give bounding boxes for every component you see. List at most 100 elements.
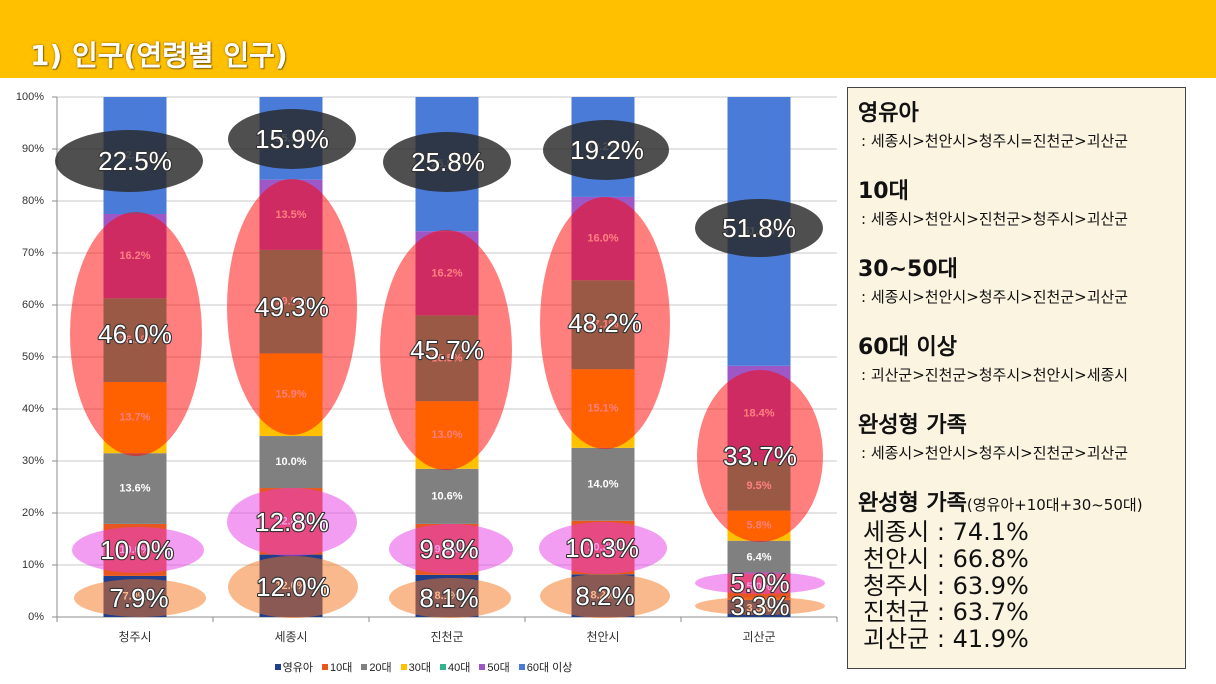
highlight-label: 9.8% bbox=[419, 534, 478, 564]
highlight-ellipse bbox=[540, 574, 670, 618]
highlight-ellipse bbox=[540, 197, 670, 449]
highlight-ellipse bbox=[380, 230, 512, 470]
legend-swatch bbox=[479, 664, 486, 670]
row-value: 66.8% bbox=[952, 544, 1029, 573]
highlight-label: 8.2% bbox=[575, 581, 634, 611]
highlight-ellipse bbox=[227, 179, 357, 435]
ranking-order: : 괴산군>진천군>청주시>천안시>세종시 bbox=[861, 366, 1129, 384]
legend-label: 10대 bbox=[329, 662, 353, 674]
ranking-heading: 완성형 가족 bbox=[858, 413, 967, 438]
highlight-ellipse bbox=[695, 597, 825, 615]
legend-label: 50대 bbox=[487, 662, 510, 674]
ranking-order: : 세종시>천안시>청주시=진천군>괴산군 bbox=[861, 132, 1129, 150]
row-separator: : bbox=[929, 518, 953, 546]
row-separator: : bbox=[929, 544, 953, 573]
highlight-label: 25.8% bbox=[411, 147, 485, 177]
legend-item: 20대 bbox=[361, 659, 392, 675]
ranking-order: : 세종시>천안시>청주시>진천군>괴산군 bbox=[861, 444, 1129, 462]
legend-item: 40대 bbox=[440, 659, 470, 675]
highlight-ellipse bbox=[383, 132, 511, 192]
highlight-label: 12.8% bbox=[255, 507, 329, 537]
highlight-label: 3.3% bbox=[730, 591, 789, 621]
highlight-label: 48.2% bbox=[568, 308, 642, 338]
highlight-label: 33.7% bbox=[723, 441, 797, 471]
y-tick-label: 40% bbox=[22, 403, 44, 415]
legend-swatch bbox=[440, 664, 447, 670]
summary-row: 청주시 : 63.9% bbox=[848, 571, 1185, 600]
slide-title: 1) 인구(연령별 인구) bbox=[30, 39, 288, 72]
legend-item: 60대 이상 bbox=[518, 659, 573, 675]
bar-segment bbox=[259, 436, 323, 489]
legend-swatch bbox=[518, 664, 525, 670]
highlight-label: 7.9% bbox=[109, 583, 168, 613]
summary-heading-text: 완성형 가족 bbox=[858, 491, 967, 516]
legend-item: 30대 bbox=[400, 659, 432, 675]
ranking-heading: 10대 bbox=[858, 179, 909, 204]
x-tick-label: 진천군 bbox=[430, 629, 463, 644]
highlight-ellipse bbox=[543, 120, 669, 180]
legend-label: 영유아 bbox=[282, 662, 313, 674]
row-separator: : bbox=[929, 598, 953, 627]
y-tick-label: 100% bbox=[16, 91, 44, 103]
chart-legend: 영유아 10대 20대 30대 40대 50대 60대 이상 bbox=[0, 659, 847, 675]
highlight-label: 46.0% bbox=[98, 319, 172, 349]
highlight-ellipse bbox=[228, 556, 358, 618]
ranking-section: 영유아 : 세종시>천안시>청주시=진천군>괴산군 bbox=[848, 99, 1185, 151]
ranking-order: : 세종시>천안시>진천군>청주시>괴산군 bbox=[861, 210, 1129, 228]
row-city: 세종시 bbox=[863, 518, 930, 546]
row-city: 천안시 bbox=[863, 544, 930, 573]
highlight-label: 10.3% bbox=[565, 533, 639, 563]
row-value: 63.7% bbox=[952, 598, 1029, 627]
highlight-ellipse bbox=[389, 524, 513, 574]
highlight-ellipse bbox=[228, 109, 356, 169]
ranking-order: : 세종시>천안시>청주시>진천군>괴산군 bbox=[861, 288, 1129, 306]
highlight-ellipse bbox=[74, 579, 206, 617]
legend-item: 영유아 bbox=[274, 659, 313, 675]
y-tick-label: 50% bbox=[22, 351, 44, 363]
complete-family-summary: 완성형 가족(영유아+10대+30~50대) 세종시 : 74.1% 천안시 :… bbox=[848, 489, 1185, 653]
highlight-label: 22.5% bbox=[98, 146, 172, 176]
legend-label: 40대 bbox=[448, 662, 471, 674]
y-tick-label: 70% bbox=[22, 247, 44, 259]
highlight-ellipse bbox=[72, 527, 204, 573]
data-label: 10.6% bbox=[431, 490, 462, 502]
highlight-label: 8.1% bbox=[419, 583, 478, 613]
y-tick-label: 90% bbox=[22, 143, 44, 155]
highlight-ellipse bbox=[227, 488, 357, 556]
summary-row: 세종시 : 74.1% bbox=[848, 519, 1185, 546]
y-tick-label: 20% bbox=[22, 507, 44, 519]
highlight-ellipse bbox=[695, 199, 823, 257]
ranking-heading: 영유아 bbox=[858, 101, 919, 126]
bar-segment bbox=[727, 540, 791, 574]
bar-segment bbox=[103, 453, 167, 524]
highlight-label: 19.2% bbox=[570, 135, 644, 165]
legend-swatch bbox=[361, 664, 368, 670]
legend-label: 30대 bbox=[408, 662, 432, 674]
y-tick-label: 80% bbox=[22, 195, 44, 207]
legend-swatch bbox=[400, 664, 407, 670]
data-label: 6.4% bbox=[746, 551, 771, 563]
row-separator: : bbox=[929, 625, 953, 653]
row-separator: : bbox=[929, 571, 953, 600]
stacked-bar-chart: 0% 10% 20% 30% 40% 50% 60% 70% 80% 90% 100% 청주시 세종시 진… bbox=[16, 91, 838, 644]
legend-swatch bbox=[274, 664, 281, 670]
ranking-section: 10대 : 세종시>천안시>진천군>청주시>괴산군 bbox=[848, 177, 1185, 229]
legend-item: 50대 bbox=[479, 659, 510, 675]
row-city: 청주시 bbox=[863, 571, 930, 600]
summary-row: 진천군 : 63.7% bbox=[848, 599, 1185, 626]
summary-row: 천안시 : 66.8% bbox=[848, 544, 1185, 573]
legend-label: 60대 이상 bbox=[526, 662, 573, 674]
highlight-label: 10.0% bbox=[100, 535, 174, 565]
y-tick-label: 60% bbox=[22, 299, 44, 311]
highlight-ellipse bbox=[389, 578, 511, 618]
bar-segment bbox=[571, 447, 635, 521]
y-tick-label: 0% bbox=[28, 611, 44, 623]
highlight-label: 12.0% bbox=[256, 572, 330, 602]
row-city: 괴산군 bbox=[863, 625, 930, 653]
x-tick-label: 청주시 bbox=[118, 630, 151, 644]
highlight-label: 49.3% bbox=[255, 292, 329, 322]
y-tick-label: 10% bbox=[22, 559, 44, 571]
highlight-ellipse bbox=[539, 522, 667, 574]
legend-label: 20대 bbox=[369, 662, 392, 674]
highlight-label: 51.8% bbox=[722, 213, 796, 243]
